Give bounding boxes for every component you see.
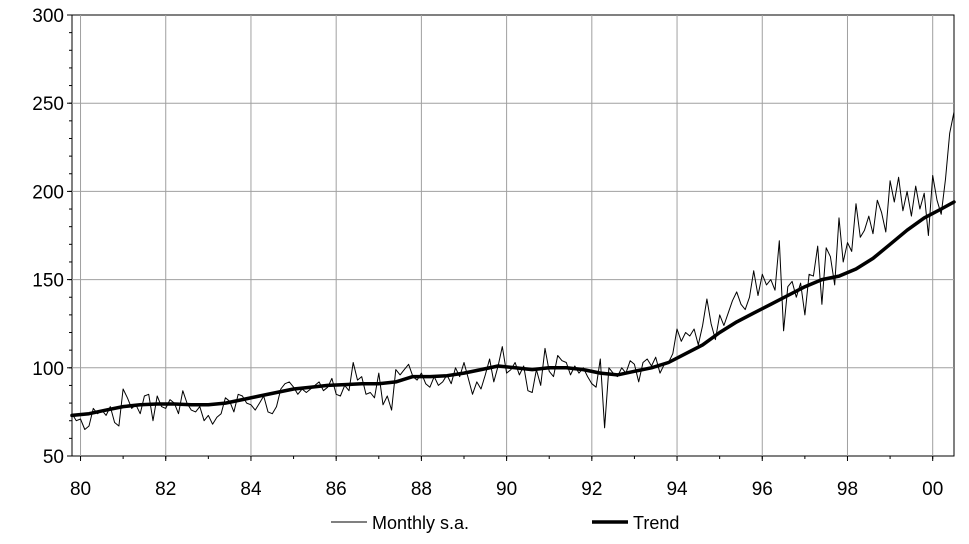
series-trend-line — [70, 200, 956, 418]
plot-area — [71, 14, 955, 457]
y-tick-label: 50 — [43, 447, 64, 468]
x-tick-label: 00 — [922, 479, 943, 500]
x-tick-label: 88 — [411, 479, 432, 500]
x-tick-label: 86 — [326, 479, 347, 500]
legend: Monthly s.a. Trend — [331, 513, 679, 533]
x-axis: 80 82 84 86 88 90 92 94 96 98 00 — [70, 456, 943, 500]
y-axis: 50 100 150 200 250 300 — [32, 6, 72, 468]
x-tick-label: 84 — [240, 479, 262, 500]
y-tick-label: 200 — [32, 182, 64, 203]
x-tick-label: 82 — [155, 479, 176, 500]
x-tick-label: 92 — [581, 479, 602, 500]
x-tick-label: 98 — [837, 479, 858, 500]
y-tick-label: 300 — [32, 6, 64, 27]
x-tick-label: 96 — [752, 479, 773, 500]
x-tick-label: 94 — [666, 479, 688, 500]
series-lines — [70, 111, 956, 430]
y-tick-label: 150 — [32, 271, 64, 292]
x-tick-label: 80 — [70, 479, 91, 500]
x-tick-label: 90 — [496, 479, 517, 500]
y-tick-label: 250 — [32, 94, 64, 115]
legend-label-trend: Trend — [633, 513, 679, 533]
legend-label-monthly: Monthly s.a. — [372, 513, 469, 533]
gridlines — [72, 15, 954, 456]
y-tick-label: 100 — [32, 359, 64, 380]
